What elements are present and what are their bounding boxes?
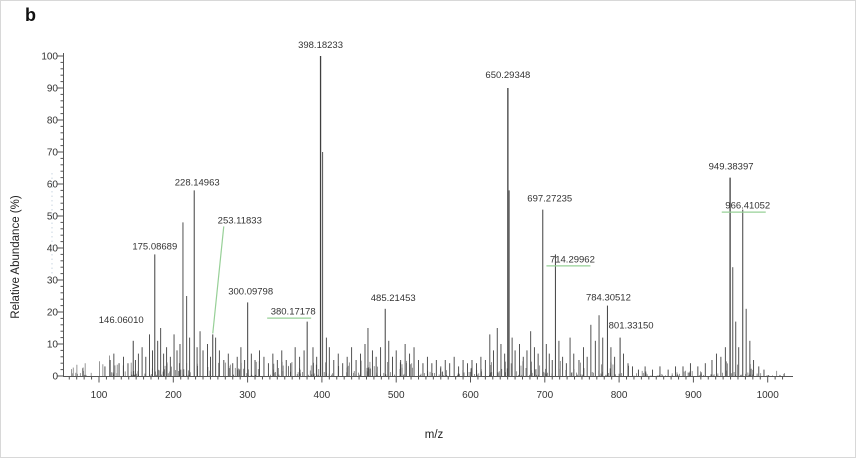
peak-label: 253.11833	[218, 215, 262, 226]
x-tick-label: 200	[165, 390, 182, 401]
peak-label: 485.21453	[371, 293, 416, 304]
y-tick-label: 100	[41, 52, 58, 63]
figure-panel-label: b	[25, 5, 36, 25]
x-tick-label: 800	[611, 390, 628, 401]
x-tick-label: 500	[388, 390, 405, 401]
green-leader-line	[212, 226, 225, 334]
x-tick-label: 1000	[757, 390, 780, 401]
peak-label: 228.14963	[175, 177, 220, 188]
y-tick-label: 90	[47, 84, 59, 95]
peak-label: 398.18233	[298, 40, 343, 51]
peak-label: 949.38397	[709, 162, 754, 173]
peak-label: 966.41052	[725, 201, 770, 212]
y-tick-label: 20	[47, 308, 59, 319]
x-tick-label: 100	[91, 390, 108, 401]
y-tick-label: 70	[47, 148, 59, 159]
y-axis-title: Relative Abundance (%)	[10, 195, 22, 319]
peak-label: 697.27235	[527, 194, 572, 205]
x-tick-label: 700	[536, 390, 553, 401]
x-tick-label: 400	[314, 390, 331, 401]
y-tick-label: 30	[47, 276, 59, 287]
x-axis-title: m/z	[424, 429, 444, 441]
peak-label: 146.06010	[99, 315, 144, 326]
peak-label: 784.30512	[586, 293, 631, 304]
peak-label: 801.33150	[609, 321, 654, 332]
x-tick-label: 900	[685, 390, 702, 401]
peak-label: 175.08689	[132, 241, 177, 252]
peak-label: 380.17178	[271, 307, 316, 318]
peak-label: 300.09798	[228, 286, 273, 297]
y-tick-label: 40	[47, 244, 59, 255]
y-tick-label: 10	[47, 340, 59, 351]
x-tick-label: 300	[239, 390, 256, 401]
peak-label: 714.29962	[550, 254, 595, 265]
y-tick-label: 80	[47, 116, 59, 127]
y-tick-label: 60	[47, 180, 59, 191]
y-tick-label: 50	[47, 212, 59, 223]
y-tick-label: 0	[52, 372, 58, 383]
x-tick-label: 600	[462, 390, 479, 401]
peak-label: 650.29348	[485, 70, 530, 81]
